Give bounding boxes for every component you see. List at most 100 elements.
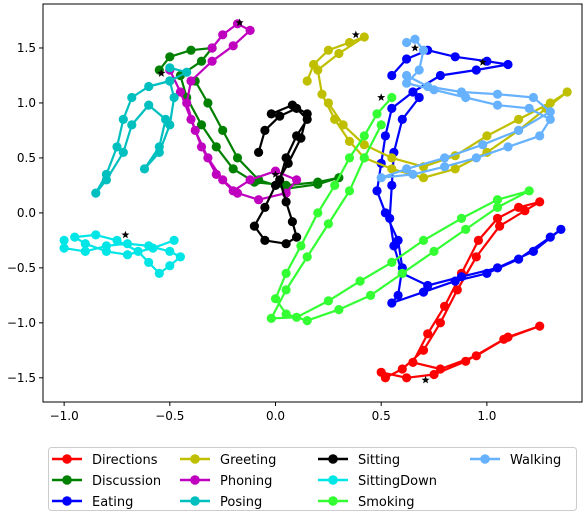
data-point-discussion bbox=[165, 52, 175, 62]
legend-label: Greeting bbox=[220, 453, 276, 468]
data-point-sitting bbox=[260, 125, 270, 135]
legend-item-smoking: Smoking bbox=[318, 495, 415, 510]
legend-label: SittingDown bbox=[358, 474, 437, 489]
data-point-posing bbox=[118, 147, 128, 157]
data-point-posing bbox=[165, 63, 175, 73]
data-point-smoking bbox=[344, 153, 355, 163]
data-point-sittingdown bbox=[59, 235, 69, 245]
data-point-eating bbox=[393, 290, 403, 300]
data-point-directions bbox=[408, 357, 418, 367]
data-point-sittingdown bbox=[91, 230, 101, 240]
data-point-sittingdown bbox=[169, 235, 179, 245]
data-point-sittingdown bbox=[165, 246, 175, 256]
data-point-eating bbox=[482, 268, 492, 278]
data-point-eating bbox=[435, 70, 445, 81]
data-point-smoking bbox=[334, 305, 344, 315]
data-point-eating bbox=[492, 263, 503, 273]
data-point-smoking bbox=[296, 241, 306, 251]
series-smoking bbox=[266, 92, 534, 326]
data-point-smoking bbox=[344, 186, 355, 196]
data-point-posing bbox=[118, 114, 128, 124]
data-point-posing bbox=[101, 175, 111, 185]
data-point-posing bbox=[144, 100, 154, 110]
data-point-posing bbox=[91, 188, 101, 198]
data-point-greeting bbox=[330, 114, 340, 124]
data-point-posing bbox=[112, 142, 122, 152]
data-point-walking bbox=[418, 45, 429, 55]
start-marker-phoning bbox=[235, 18, 244, 27]
y-tick-label: 0.0 bbox=[17, 206, 36, 220]
data-point-posing bbox=[165, 76, 175, 86]
data-point-eating bbox=[380, 131, 390, 141]
data-point-greeting bbox=[514, 114, 524, 124]
data-point-greeting bbox=[450, 164, 460, 174]
data-point-posing bbox=[182, 67, 192, 77]
data-point-sitting bbox=[292, 232, 302, 242]
data-point-greeting bbox=[344, 136, 355, 146]
legend-item-posing: Posing bbox=[180, 495, 262, 510]
data-point-greeting bbox=[418, 173, 429, 183]
data-point-phoning bbox=[207, 43, 217, 53]
data-point-discussion bbox=[313, 179, 323, 189]
data-point-sittingdown bbox=[148, 243, 158, 253]
data-point-eating bbox=[402, 54, 412, 64]
data-point-eating bbox=[387, 180, 397, 190]
data-point-eating bbox=[514, 254, 524, 264]
data-point-greeting bbox=[344, 37, 355, 48]
data-point-directions bbox=[492, 213, 503, 223]
data-point-sittingdown bbox=[154, 268, 164, 278]
data-point-smoking bbox=[429, 246, 439, 256]
data-point-eating bbox=[528, 246, 539, 256]
data-point-sittingdown bbox=[59, 243, 69, 253]
data-point-posing bbox=[169, 92, 179, 103]
data-point-phoning bbox=[196, 142, 207, 152]
data-point-phoning bbox=[218, 175, 228, 185]
data-point-smoking bbox=[461, 224, 471, 234]
data-point-greeting bbox=[359, 140, 369, 150]
data-point-smoking bbox=[266, 313, 276, 323]
data-point-phoning bbox=[182, 98, 192, 108]
data-point-walking bbox=[503, 142, 513, 152]
x-tick-label: 0.0 bbox=[266, 409, 285, 423]
data-point-phoning bbox=[186, 76, 196, 86]
legend-item-discussion: Discussion bbox=[52, 474, 161, 489]
data-point-sitting bbox=[287, 100, 297, 110]
legend-item-phoning: Phoning bbox=[180, 474, 272, 489]
data-point-eating bbox=[408, 87, 418, 97]
legend-label: Phoning bbox=[220, 474, 272, 489]
data-point-smoking bbox=[456, 213, 467, 223]
y-tick-label: 1.0 bbox=[17, 96, 36, 110]
data-point-sittingdown bbox=[122, 239, 133, 249]
data-point-directions bbox=[423, 329, 433, 339]
y-tick-label: −1.5 bbox=[7, 371, 36, 385]
data-point-directions bbox=[520, 206, 530, 216]
data-point-walking bbox=[524, 103, 534, 113]
data-point-directions bbox=[471, 252, 481, 262]
series-sittingdown bbox=[59, 230, 185, 278]
data-point-eating bbox=[456, 272, 467, 282]
data-point-posing bbox=[139, 164, 150, 174]
series-line-smoking bbox=[270, 96, 531, 322]
data-point-greeting bbox=[334, 48, 344, 59]
data-point-phoning bbox=[190, 125, 200, 135]
data-point-smoking bbox=[302, 316, 312, 326]
data-point-sitting bbox=[281, 239, 291, 249]
data-point-walking bbox=[402, 78, 412, 88]
series-eating bbox=[372, 45, 566, 308]
data-point-walking bbox=[545, 114, 555, 124]
start-marker-eating bbox=[478, 58, 487, 66]
x-tick-label: −0.5 bbox=[155, 409, 184, 423]
data-point-walking bbox=[402, 70, 412, 81]
data-point-greeting bbox=[317, 89, 327, 99]
start-marker-walking bbox=[411, 43, 419, 52]
data-point-walking bbox=[535, 131, 545, 141]
x-tick-label: 1.0 bbox=[477, 409, 496, 423]
data-point-smoking bbox=[359, 153, 369, 163]
y-tick-label: 0.5 bbox=[17, 151, 36, 165]
data-point-walking bbox=[456, 87, 467, 97]
legend-item-eating: Eating bbox=[52, 495, 133, 510]
data-point-discussion bbox=[186, 45, 196, 55]
data-point-walking bbox=[514, 125, 524, 135]
data-point-eating bbox=[556, 224, 566, 234]
legend-label: Eating bbox=[92, 495, 133, 510]
